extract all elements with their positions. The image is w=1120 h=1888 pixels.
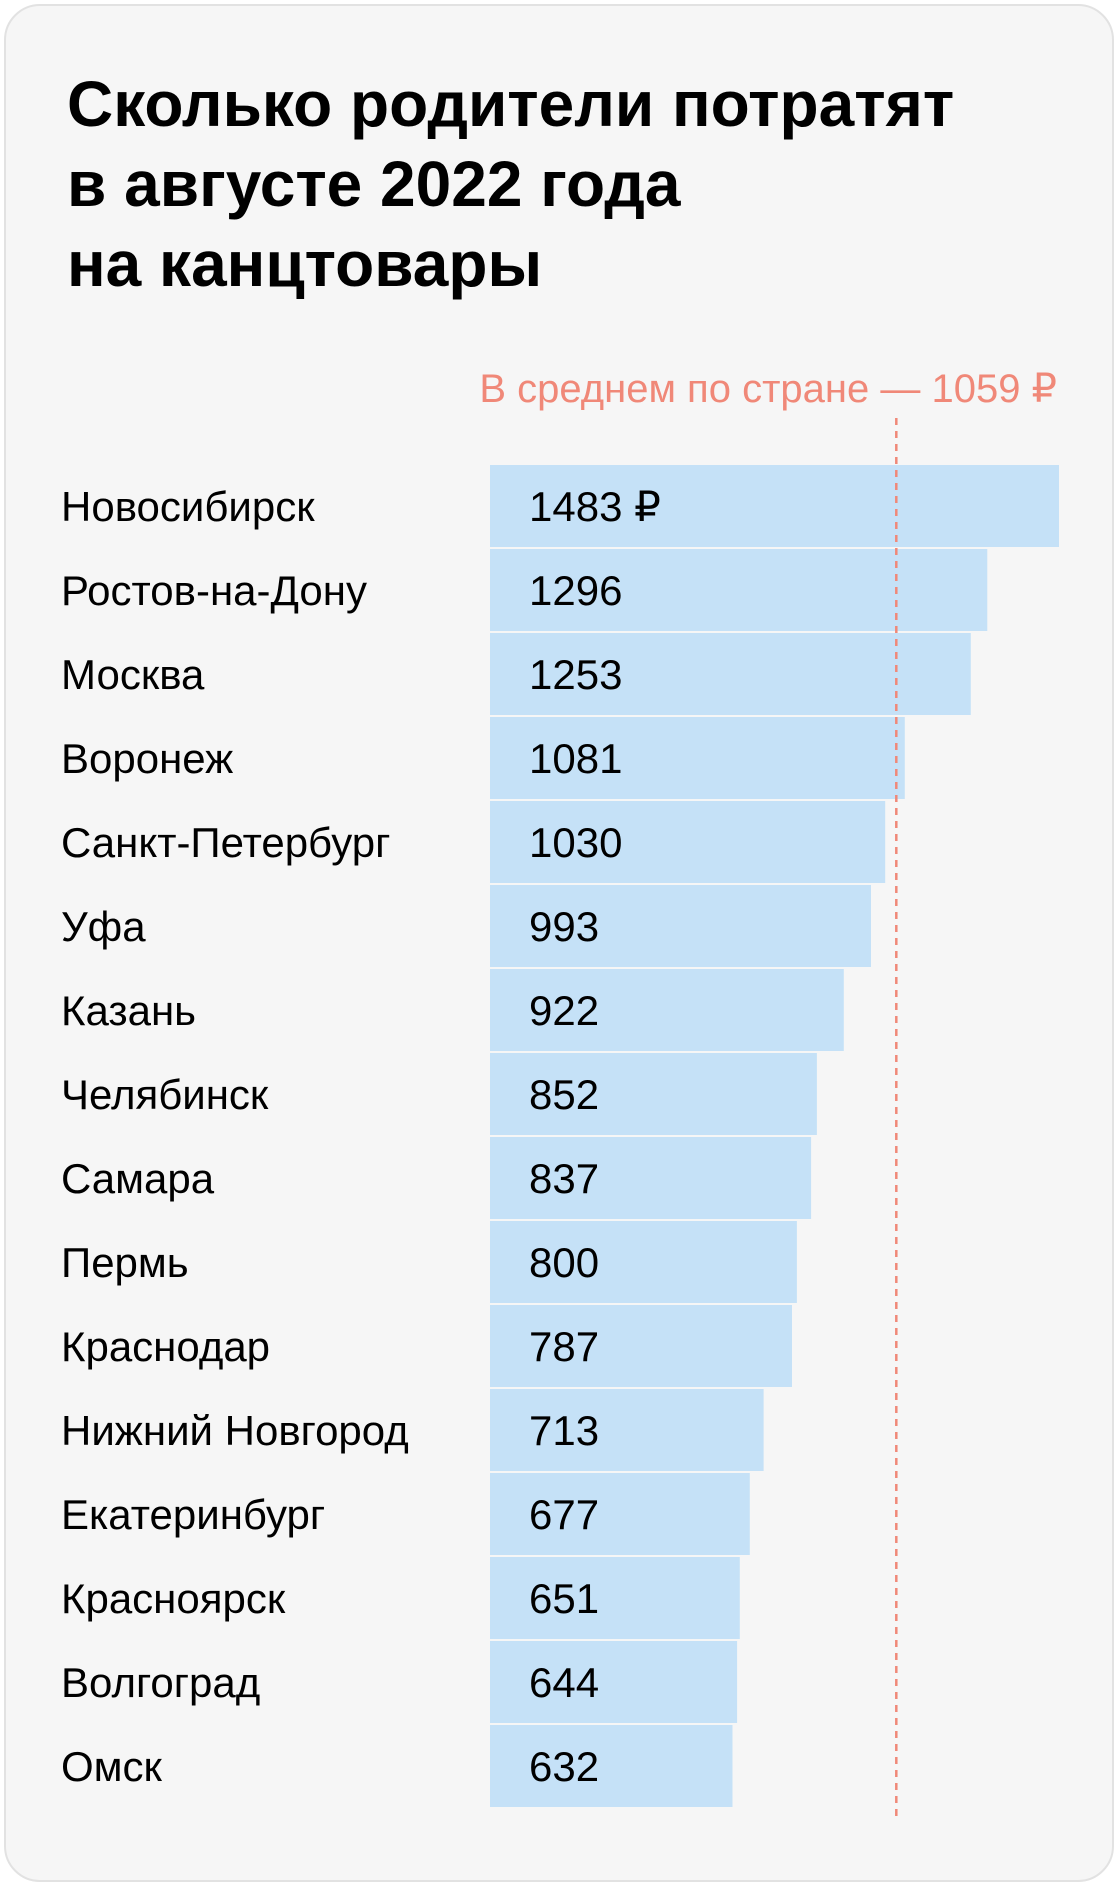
- data-label: 1296: [529, 567, 622, 614]
- data-label: 1081: [529, 735, 622, 782]
- data-label: 1030: [529, 819, 622, 866]
- bar: [490, 549, 988, 631]
- data-label: 1253: [529, 651, 622, 698]
- category-label: Казань: [61, 987, 196, 1034]
- data-label: 852: [529, 1071, 599, 1118]
- category-label: Челябинск: [61, 1071, 269, 1118]
- category-label: Санкт-Петербург: [61, 819, 390, 866]
- bar: [490, 1389, 764, 1471]
- average-label: В среднем по стране — 1059 ₽: [479, 367, 1057, 411]
- category-label: Уфа: [61, 903, 146, 950]
- bar: [490, 1053, 817, 1135]
- data-label: 800: [529, 1239, 599, 1286]
- bar: [490, 801, 886, 883]
- bar: [490, 1557, 740, 1639]
- bar: [490, 633, 971, 715]
- category-label: Новосибирск: [61, 483, 315, 530]
- chart-title: Сколько родители потратят в августе 2022…: [67, 64, 1067, 304]
- data-label: 837: [529, 1155, 599, 1202]
- data-label: 632: [529, 1743, 599, 1790]
- category-label: Красноярск: [61, 1575, 286, 1622]
- category-label: Нижний Новгород: [61, 1407, 409, 1454]
- category-label: Самара: [61, 1155, 215, 1202]
- bar: [490, 1221, 797, 1303]
- data-label: 993: [529, 903, 599, 950]
- bar: [490, 1473, 750, 1555]
- bar: [490, 885, 871, 967]
- bar: [490, 1641, 738, 1723]
- category-label: Екатеринбург: [61, 1491, 325, 1538]
- bar: [490, 717, 905, 799]
- category-label: Омск: [61, 1743, 163, 1790]
- title-line-2: в августе 2022 года: [67, 148, 681, 220]
- data-label: 1483 ₽: [529, 483, 661, 530]
- data-label: 787: [529, 1323, 599, 1370]
- bar: [490, 1137, 812, 1219]
- category-label: Волгоград: [61, 1659, 260, 1706]
- bar: [490, 1725, 733, 1807]
- bar: [490, 465, 1059, 547]
- category-label: Пермь: [61, 1239, 189, 1286]
- bar: [490, 1305, 792, 1387]
- title-line-1: Сколько родители потратят: [67, 68, 955, 140]
- data-label: 922: [529, 987, 599, 1034]
- data-label: 644: [529, 1659, 599, 1706]
- data-label: 677: [529, 1491, 599, 1538]
- title-line-3: на канцтовары: [67, 228, 543, 300]
- category-label: Воронеж: [61, 735, 233, 782]
- category-label: Ростов-на-Дону: [61, 567, 367, 614]
- bar: [490, 969, 844, 1051]
- data-label: 713: [529, 1407, 599, 1454]
- category-label: Краснодар: [61, 1323, 270, 1370]
- category-label: Москва: [61, 651, 205, 698]
- data-label: 651: [529, 1575, 599, 1622]
